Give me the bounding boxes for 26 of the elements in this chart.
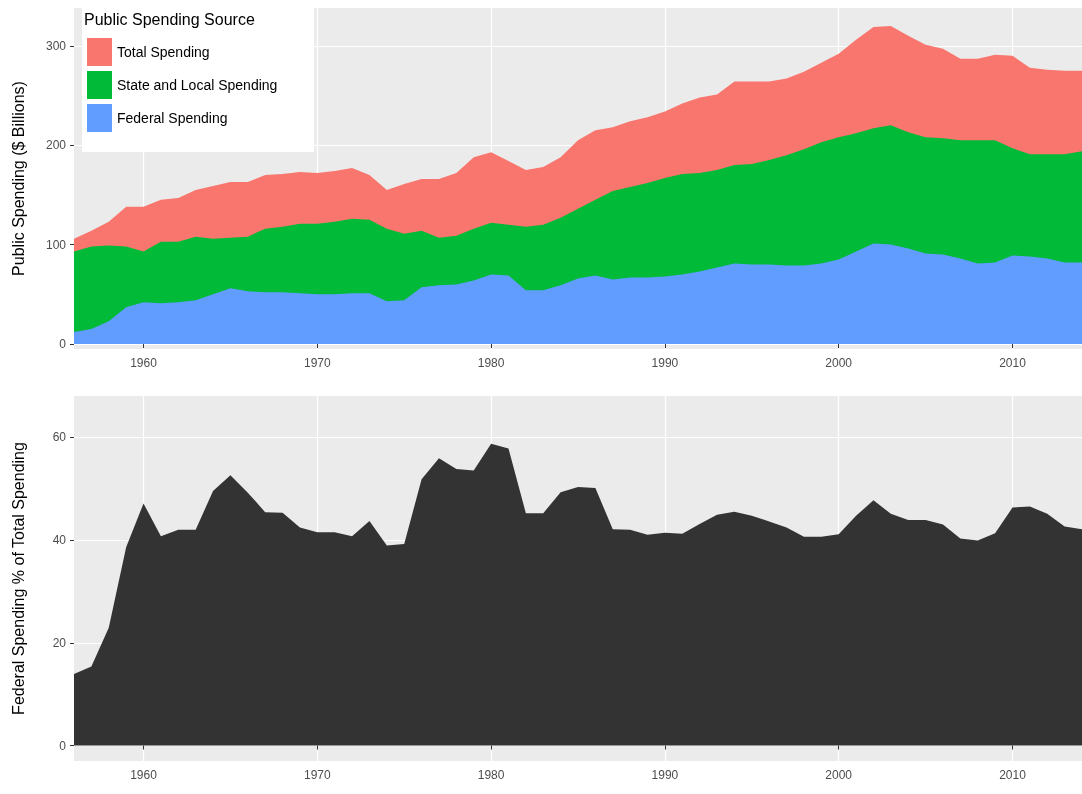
x-tick-label: 2000 [825, 356, 853, 370]
x-tick-label: 1960 [130, 768, 158, 782]
y-tick-label: 0 [59, 738, 67, 753]
y-tick-label: 200 [45, 138, 67, 153]
x-tick-label: 1980 [477, 356, 505, 370]
y-axis-title: Federal Spending % of Total Spending [9, 442, 27, 715]
x-tick-label: 1970 [303, 768, 331, 782]
legend-label: Federal Spending [117, 110, 228, 126]
y-tick-label: 100 [45, 237, 67, 252]
legend-title: Public Spending Source [84, 10, 255, 28]
x-tick-label: 2010 [999, 768, 1027, 782]
y-tick-label: 300 [45, 38, 67, 53]
y-tick-label: 0 [59, 337, 67, 352]
y-tick-label: 20 [52, 635, 67, 650]
x-tick-label: 1990 [651, 356, 679, 370]
x-tick-label: 2000 [825, 768, 853, 782]
y-tick-label: 60 [52, 430, 67, 445]
legend-label: State and Local Spending [117, 77, 278, 93]
y-axis-title: Public Spending ($ Billions) [9, 81, 27, 276]
y-tick-label: 40 [52, 532, 67, 547]
x-tick-label: 1980 [477, 768, 505, 782]
x-tick-label: 1960 [130, 356, 158, 370]
legend-label: Total Spending [117, 44, 210, 60]
x-tick-label: 1990 [651, 768, 679, 782]
x-tick-label: 1970 [303, 356, 331, 370]
x-tick-label: 2010 [999, 356, 1027, 370]
